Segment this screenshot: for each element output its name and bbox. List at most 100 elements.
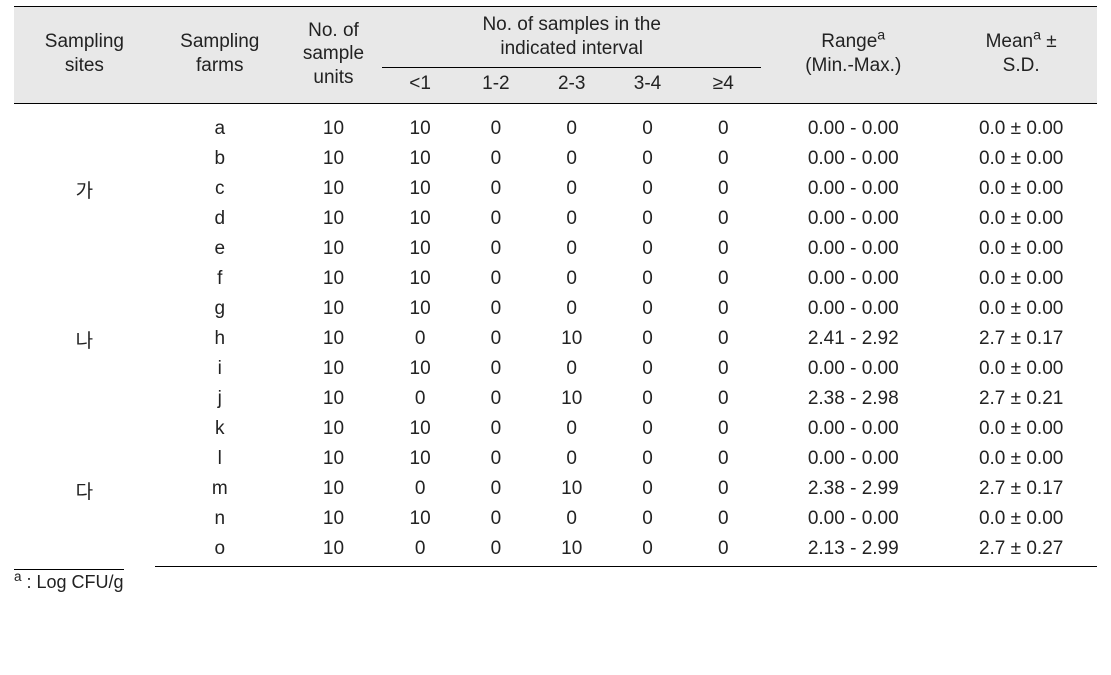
range-cell: 0.00 - 0.00 bbox=[761, 264, 945, 294]
farm-cell: l bbox=[155, 444, 285, 474]
interval-cell-2: 0 bbox=[534, 234, 610, 264]
interval-cell-1: 0 bbox=[458, 324, 534, 354]
mean-cell: 0.0 ± 0.00 bbox=[945, 144, 1097, 174]
range-cell: 0.00 - 0.00 bbox=[761, 204, 945, 234]
interval-cell-0: 10 bbox=[382, 294, 458, 324]
interval-cell-2: 0 bbox=[534, 354, 610, 384]
mean-cell: 0.0 ± 0.00 bbox=[945, 174, 1097, 204]
interval-cell-4: 0 bbox=[685, 354, 761, 384]
mean-cell: 0.0 ± 0.00 bbox=[945, 264, 1097, 294]
interval-cell-4: 0 bbox=[685, 414, 761, 444]
interval-cell-3: 0 bbox=[610, 354, 686, 384]
interval-cell-2: 10 bbox=[534, 534, 610, 567]
table-row: d101000000.00 - 0.000.0 ± 0.00 bbox=[14, 204, 1097, 234]
mean-cell: 2.7 ± 0.21 bbox=[945, 384, 1097, 414]
table-row: m100010002.38 - 2.992.7 ± 0.17 bbox=[14, 474, 1097, 504]
range-cell: 0.00 - 0.00 bbox=[761, 174, 945, 204]
site-label: 가 bbox=[14, 104, 155, 265]
range-cell: 0.00 - 0.00 bbox=[761, 444, 945, 474]
col-header-interval-group: No. of samples in theindicated interval bbox=[382, 7, 761, 68]
interval-cell-3: 0 bbox=[610, 504, 686, 534]
interval-cell-1: 0 bbox=[458, 444, 534, 474]
interval-cell-0: 10 bbox=[382, 144, 458, 174]
units-cell: 10 bbox=[285, 234, 382, 264]
table-row: j100010002.38 - 2.982.7 ± 0.21 bbox=[14, 384, 1097, 414]
units-cell: 10 bbox=[285, 384, 382, 414]
units-cell: 10 bbox=[285, 354, 382, 384]
table-header: Samplingsites Samplingfarms No. ofsample… bbox=[14, 7, 1097, 104]
mean-cell: 0.0 ± 0.00 bbox=[945, 204, 1097, 234]
interval-cell-1: 0 bbox=[458, 264, 534, 294]
farm-cell: o bbox=[155, 534, 285, 567]
mean-cell: 2.7 ± 0.17 bbox=[945, 324, 1097, 354]
interval-cell-2: 0 bbox=[534, 174, 610, 204]
units-cell: 10 bbox=[285, 474, 382, 504]
farm-cell: g bbox=[155, 294, 285, 324]
interval-cell-4: 0 bbox=[685, 504, 761, 534]
units-cell: 10 bbox=[285, 104, 382, 145]
interval-cell-0: 0 bbox=[382, 474, 458, 504]
col-header-interval-4: ≥4 bbox=[685, 67, 761, 104]
table-row: e101000000.00 - 0.000.0 ± 0.00 bbox=[14, 234, 1097, 264]
data-table: Samplingsites Samplingfarms No. ofsample… bbox=[14, 6, 1097, 567]
interval-cell-0: 0 bbox=[382, 534, 458, 567]
mean-cell: 0.0 ± 0.00 bbox=[945, 444, 1097, 474]
table-row: c101000000.00 - 0.000.0 ± 0.00 bbox=[14, 174, 1097, 204]
farm-cell: n bbox=[155, 504, 285, 534]
table-row: b101000000.00 - 0.000.0 ± 0.00 bbox=[14, 144, 1097, 174]
units-cell: 10 bbox=[285, 144, 382, 174]
interval-cell-3: 0 bbox=[610, 444, 686, 474]
interval-cell-0: 10 bbox=[382, 104, 458, 145]
interval-cell-2: 0 bbox=[534, 294, 610, 324]
mean-cell: 0.0 ± 0.00 bbox=[945, 354, 1097, 384]
col-header-mean: Meana ±S.D. bbox=[945, 7, 1097, 104]
farm-cell: h bbox=[155, 324, 285, 354]
col-header-interval-3: 3-4 bbox=[610, 67, 686, 104]
interval-cell-1: 0 bbox=[458, 504, 534, 534]
interval-cell-1: 0 bbox=[458, 144, 534, 174]
mean-cell: 0.0 ± 0.00 bbox=[945, 414, 1097, 444]
site-label: 다 bbox=[14, 414, 155, 567]
interval-cell-2: 10 bbox=[534, 474, 610, 504]
interval-cell-0: 0 bbox=[382, 324, 458, 354]
col-header-range: Rangea(Min.-Max.) bbox=[761, 7, 945, 104]
interval-cell-1: 0 bbox=[458, 204, 534, 234]
table-row: h100010002.41 - 2.922.7 ± 0.17 bbox=[14, 324, 1097, 354]
units-cell: 10 bbox=[285, 204, 382, 234]
interval-cell-1: 0 bbox=[458, 534, 534, 567]
interval-cell-3: 0 bbox=[610, 294, 686, 324]
site-label: 나 bbox=[14, 264, 155, 414]
units-cell: 10 bbox=[285, 444, 382, 474]
interval-cell-3: 0 bbox=[610, 324, 686, 354]
interval-cell-4: 0 bbox=[685, 444, 761, 474]
mean-cell: 2.7 ± 0.17 bbox=[945, 474, 1097, 504]
farm-cell: k bbox=[155, 414, 285, 444]
interval-cell-3: 0 bbox=[610, 204, 686, 234]
farm-cell: i bbox=[155, 354, 285, 384]
interval-cell-2: 0 bbox=[534, 204, 610, 234]
table-row: 나f101000000.00 - 0.000.0 ± 0.00 bbox=[14, 264, 1097, 294]
col-header-interval-1: 1-2 bbox=[458, 67, 534, 104]
farm-cell: d bbox=[155, 204, 285, 234]
interval-cell-1: 0 bbox=[458, 384, 534, 414]
interval-cell-0: 10 bbox=[382, 354, 458, 384]
range-cell: 2.38 - 2.98 bbox=[761, 384, 945, 414]
range-cell: 0.00 - 0.00 bbox=[761, 504, 945, 534]
table-row: n101000000.00 - 0.000.0 ± 0.00 bbox=[14, 504, 1097, 534]
interval-cell-0: 10 bbox=[382, 174, 458, 204]
interval-cell-1: 0 bbox=[458, 294, 534, 324]
range-cell: 0.00 - 0.00 bbox=[761, 294, 945, 324]
interval-cell-4: 0 bbox=[685, 474, 761, 504]
interval-cell-0: 10 bbox=[382, 264, 458, 294]
mean-cell: 0.0 ± 0.00 bbox=[945, 504, 1097, 534]
interval-cell-4: 0 bbox=[685, 384, 761, 414]
interval-cell-4: 0 bbox=[685, 294, 761, 324]
interval-cell-2: 0 bbox=[534, 444, 610, 474]
interval-cell-1: 0 bbox=[458, 234, 534, 264]
interval-cell-3: 0 bbox=[610, 474, 686, 504]
units-cell: 10 bbox=[285, 174, 382, 204]
interval-cell-3: 0 bbox=[610, 104, 686, 145]
table-body: 가a101000000.00 - 0.000.0 ± 0.00b10100000… bbox=[14, 104, 1097, 567]
range-cell: 0.00 - 0.00 bbox=[761, 104, 945, 145]
interval-cell-4: 0 bbox=[685, 534, 761, 567]
